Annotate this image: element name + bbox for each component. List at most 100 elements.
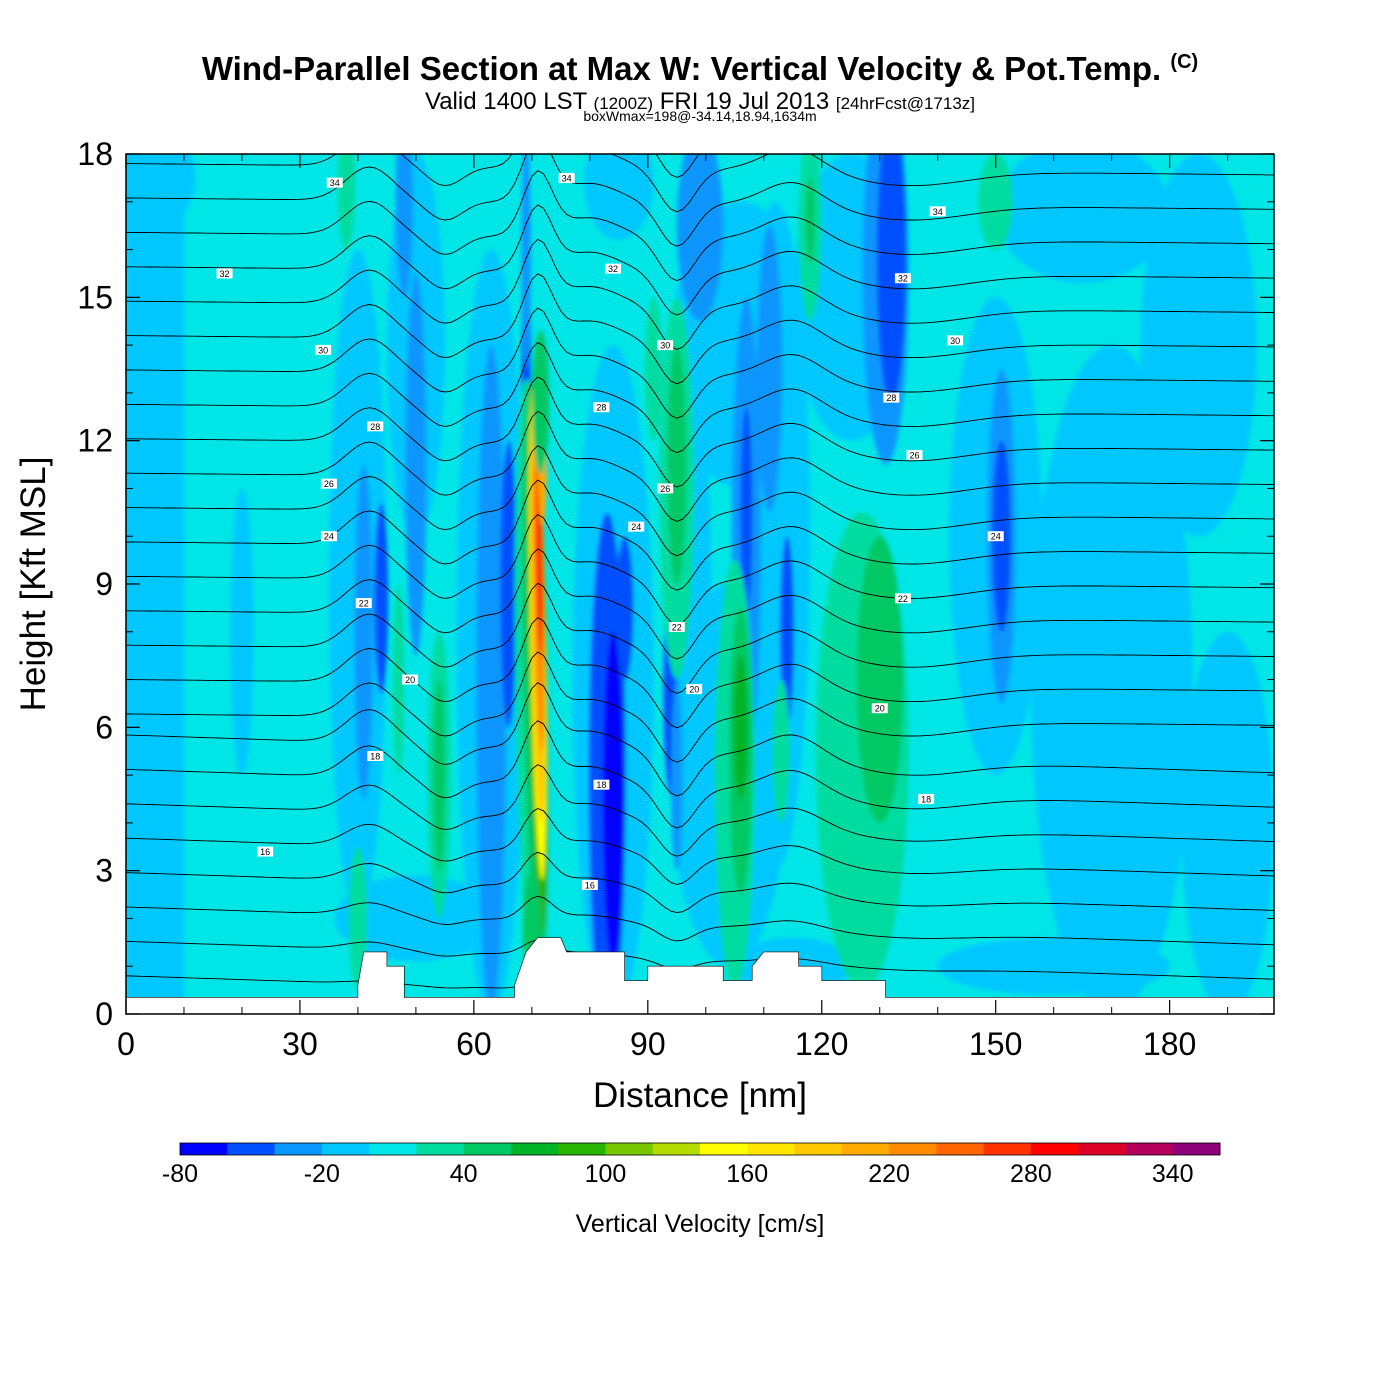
velocity-region [602,631,624,967]
x-tick-label: 30 [282,1026,318,1062]
theta-label-bg [894,273,911,284]
velocity-region [978,154,1014,250]
theta-label-bg [367,751,384,761]
theta-label-bg [558,172,575,183]
theta-label: 20 [405,675,415,685]
theta-contour [126,513,1274,626]
axes: 0 30 60 90 120 150 180 0 3 6 9 12 15 18 [77,136,1274,1062]
colorbar-swatch [369,1143,417,1155]
theta-label: 18 [921,795,931,805]
theta-label: 18 [370,752,380,762]
velocity-region [126,154,196,236]
velocity-region [584,154,654,240]
colorbar-swatch [1172,1143,1221,1155]
velocity-field [126,154,1274,1014]
theta-label-bg [947,335,964,346]
colorbar-tick-label: 100 [585,1160,627,1188]
velocity-region [392,584,405,776]
colorbar: -80 -20 40 100 160 220 280 340 [162,1142,1221,1188]
theta-contour [126,238,1274,350]
x-axis-title: Distance [nm] [593,1076,807,1115]
velocity-region [334,875,498,962]
theta-contour [126,341,1274,454]
theta-label: 34 [562,173,572,183]
colorbar-tick-label: 280 [1010,1160,1052,1188]
y-axis-title: Height [Kft MSL] [14,457,53,712]
theta-label-bg [315,344,332,355]
valid-zulu: (1200Z) [593,94,654,113]
theta-label-bg [871,703,888,714]
theta-label: 26 [910,451,920,461]
theta-label: 22 [359,599,369,609]
velocity-region [740,407,753,618]
colorbar-swatch [321,1143,370,1155]
theta-label: 20 [689,685,699,695]
theta-label: 16 [260,847,270,857]
theta-label: 28 [596,403,606,413]
theta-label: 18 [596,780,606,790]
theta-label-bg [987,531,1004,542]
x-tick-label: 90 [630,1026,666,1062]
theta-label: 22 [898,594,908,604]
velocity-region [772,679,790,823]
chart-subtitle: Valid 1400 LST (1200Z) FRI 19 Jul 2013 [… [0,88,1400,116]
theta-contour [126,548,1274,660]
x-tick-label: 150 [969,1026,1022,1062]
colorbar-swatch [274,1143,323,1155]
velocity-region [374,502,389,694]
colorbar-swatch [1030,1143,1079,1155]
theta-contour [126,939,1274,980]
colorbar-swatch [558,1143,606,1155]
theta-label: 30 [318,345,328,355]
velocity-region [500,440,517,728]
theta-label-bg [367,421,384,432]
theta-label-bg [929,206,946,217]
colorbar-swatch [936,1143,985,1155]
velocity-region [756,225,783,513]
box-wmax-info: boxWmax=198@-34.14,18.94,1634m [583,108,817,124]
theta-contour [126,651,1274,763]
colorbar-frame [179,1142,1221,1156]
colorbar-tick-label: 40 [450,1160,478,1188]
theta-contour [126,617,1274,729]
x-tick-label: 60 [456,1026,492,1062]
theta-contour [126,154,1274,247]
y-tick-label: 6 [95,709,113,745]
colorbar-tick-label: 220 [868,1160,910,1188]
velocity-region [615,536,634,680]
theta-contour [126,895,1274,946]
colorbar-swatch [227,1143,276,1155]
velocity-region [856,536,903,823]
theta-contour [126,720,1274,829]
chart-title: Wind-Parallel Section at Max W: Vertical… [0,50,1400,88]
y-tick-label: 12 [77,423,113,459]
theta-label: 26 [324,479,334,489]
velocity-region [1140,154,1257,537]
forecast-info: [24hrFcst@1713z] [835,94,976,113]
velocity-region [531,330,550,475]
theta-label-bg [326,177,343,188]
colorbar-swatch [889,1143,937,1155]
theta-label: 28 [370,422,380,432]
velocity-region [676,154,724,322]
theta-label-bg [657,483,674,494]
colorbar-swatch [605,1143,654,1155]
theta-contour [126,169,1274,282]
theta-label-bg [894,593,911,604]
theta-label-bg [668,622,685,632]
velocity-region [476,345,507,1014]
valid-date: FRI 19 Jul 2013 [659,88,830,115]
theta-label-bg [593,779,610,790]
theta-label-bg [402,674,419,685]
colorbar-title: Vertical Velocity [cm/s] [576,1210,825,1238]
velocity-region [521,154,531,369]
velocity-region [348,846,368,991]
theta-contour [126,154,1274,213]
theta-label-bg [593,402,610,413]
theta-label: 30 [950,336,960,346]
chart-title-main: Wind-Parallel Section at Max W: Vertical… [201,50,1162,87]
theta-label: 24 [631,522,641,532]
theta-contour [126,479,1274,591]
theta-label: 20 [875,704,885,714]
